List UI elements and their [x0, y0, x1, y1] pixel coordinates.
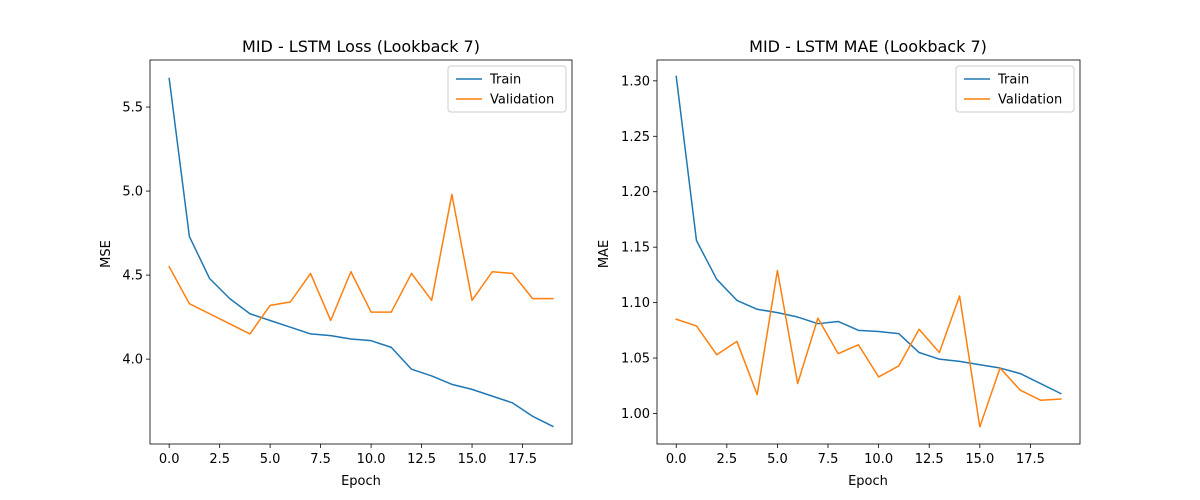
legend-label-validation: Validation — [998, 93, 1062, 108]
x-axis-label: Epoch — [848, 474, 888, 489]
chart-title: MID - LSTM Loss (Lookback 7) — [242, 37, 480, 56]
series-line-validation — [675, 269, 1062, 428]
legend-box — [955, 65, 1075, 113]
x-tick-label: 10.0 — [864, 452, 893, 467]
y-tick-label: 1.05 — [621, 352, 650, 367]
legend: Train Validation — [955, 65, 1075, 113]
y-tick-label: 1.15 — [621, 241, 650, 256]
x-tick-label: 15.0 — [965, 452, 994, 467]
x-tick-label: 0.0 — [159, 452, 180, 467]
legend: Train Validation — [447, 65, 567, 113]
y-tick-label: 5.5 — [122, 101, 143, 116]
series-line-validation — [168, 193, 554, 335]
series-line-train — [168, 77, 554, 428]
y-tick-label: 1.25 — [621, 130, 650, 145]
y-tick-label: 4.0 — [122, 353, 143, 368]
y-tick-label: 1.10 — [621, 296, 650, 311]
y-tick-label: 1.20 — [621, 185, 650, 200]
x-tick-label: 17.5 — [1016, 452, 1045, 467]
x-tick-label: 2.5 — [716, 452, 737, 467]
legend-label-validation: Validation — [490, 93, 554, 108]
y-axis-label: MSE — [99, 240, 114, 268]
x-tick-label: 10.0 — [357, 452, 386, 467]
chart-title: MID - LSTM MAE (Lookback 7) — [749, 37, 987, 56]
x-tick-label: 7.5 — [310, 452, 331, 467]
x-tick-label: 17.5 — [508, 452, 537, 467]
x-tick-label: 5.0 — [767, 452, 788, 467]
plot-frame — [656, 59, 1081, 445]
legend-label-train: Train — [997, 73, 1029, 88]
x-tick-label: 0.0 — [666, 452, 687, 467]
legend-box — [447, 65, 567, 113]
x-tick-label: 5.0 — [260, 452, 281, 467]
legend-label-train: Train — [489, 73, 521, 88]
y-tick-label: 4.5 — [122, 269, 143, 284]
x-tick-label: 12.5 — [915, 452, 944, 467]
x-tick-label: 15.0 — [458, 452, 487, 467]
y-tick-label: 1.30 — [621, 74, 650, 89]
y-axis-label: MAE — [597, 240, 612, 268]
y-tick-label: 5.0 — [122, 185, 143, 200]
series-line-train — [675, 75, 1062, 395]
y-tick-label: 1.00 — [621, 407, 650, 422]
x-tick-label: 2.5 — [209, 452, 230, 467]
x-axis-label: Epoch — [341, 474, 381, 489]
loss-chart: MID - LSTM Loss (Lookback 7) Epoch MSE 0… — [99, 37, 573, 489]
x-tick-label: 12.5 — [407, 452, 436, 467]
mae-chart: MID - LSTM MAE (Lookback 7) Epoch MAE 0.… — [597, 37, 1081, 489]
x-tick-label: 7.5 — [818, 452, 839, 467]
plot-frame — [149, 59, 573, 445]
